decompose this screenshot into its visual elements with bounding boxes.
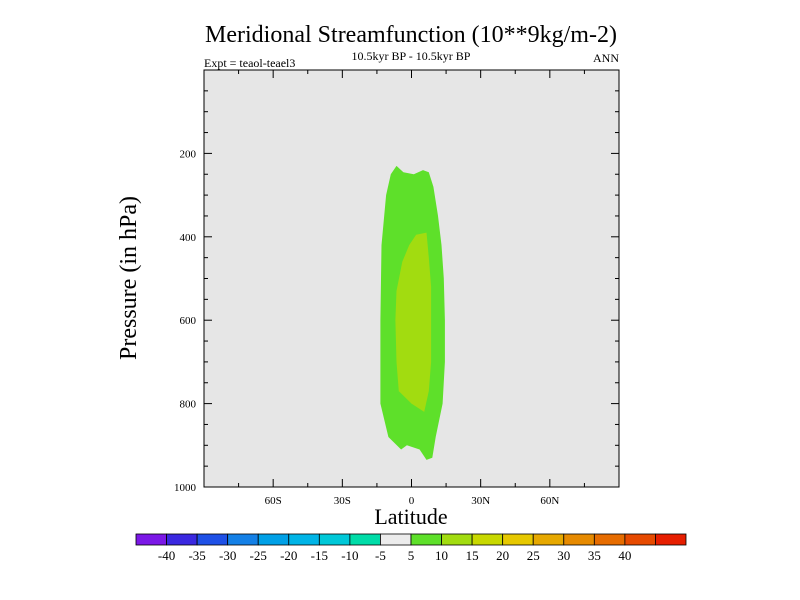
- colorbar-label: 5: [408, 548, 415, 563]
- chart-subtitle: 10.5kyr BP - 10.5kyr BP: [352, 49, 471, 63]
- colorbar-label: -25: [250, 548, 267, 563]
- colorbar-label: -40: [158, 548, 175, 563]
- x-tick-label: 30N: [471, 495, 490, 507]
- y-tick-label: 800: [180, 399, 197, 411]
- y-tick-label: 600: [180, 315, 197, 327]
- colorbar-label: -20: [280, 548, 297, 563]
- colorbar-box: [532, 533, 565, 546]
- colorbar-box: [318, 533, 351, 546]
- y-tick-label: 1000: [174, 482, 197, 494]
- experiment-label: Expt = teaol-teael3: [204, 56, 295, 70]
- colorbar-label: -35: [188, 548, 205, 563]
- colorbar-box: [471, 533, 504, 546]
- colorbar-label: 15: [466, 548, 479, 563]
- colorbar-box: [502, 533, 534, 546]
- colorbar-label: 20: [496, 548, 509, 563]
- colorbar-box: [441, 533, 473, 546]
- colorbar-label: -10: [341, 548, 358, 563]
- colorbar-label: -5: [375, 548, 386, 563]
- colorbar-box: [227, 533, 259, 546]
- colorbar-label: -15: [311, 548, 328, 563]
- x-tick-label: 0: [409, 495, 415, 507]
- colorbar-box: [410, 533, 442, 546]
- colorbar-label: 35: [588, 548, 601, 563]
- colorbar-box: [655, 533, 687, 546]
- colorbar-box: [349, 533, 381, 546]
- colorbar-box: [166, 533, 198, 546]
- colorbar-label: -30: [219, 548, 236, 563]
- x-axis-label: Latitude: [374, 504, 447, 529]
- colorbar-label: 40: [618, 548, 631, 563]
- colorbar-box: [135, 533, 167, 546]
- colorbar-box: [288, 533, 320, 546]
- y-tick-label: 400: [180, 232, 197, 244]
- colorbar-box: [196, 533, 229, 546]
- colorbar-box: [593, 533, 626, 546]
- chart-title: Meridional Streamfunction (10**9kg/m-2): [205, 22, 617, 48]
- colorbar-box: [624, 533, 656, 546]
- colorbar-label: 30: [557, 548, 570, 563]
- colorbar-label: 25: [527, 548, 540, 563]
- colorbar-box: [257, 533, 290, 546]
- contour-fill-2: [395, 232, 432, 412]
- season-label: ANN: [593, 51, 619, 65]
- x-tick-label: 30S: [334, 495, 351, 507]
- x-tick-label: 60S: [265, 495, 282, 507]
- colorbar-label: 10: [435, 548, 448, 563]
- x-tick-label: 60N: [540, 495, 559, 507]
- colorbar-box: [380, 533, 412, 546]
- y-tick-label: 200: [180, 148, 197, 160]
- y-axis-label: Pressure (in hPa): [116, 196, 142, 360]
- colorbar-box: [563, 533, 595, 546]
